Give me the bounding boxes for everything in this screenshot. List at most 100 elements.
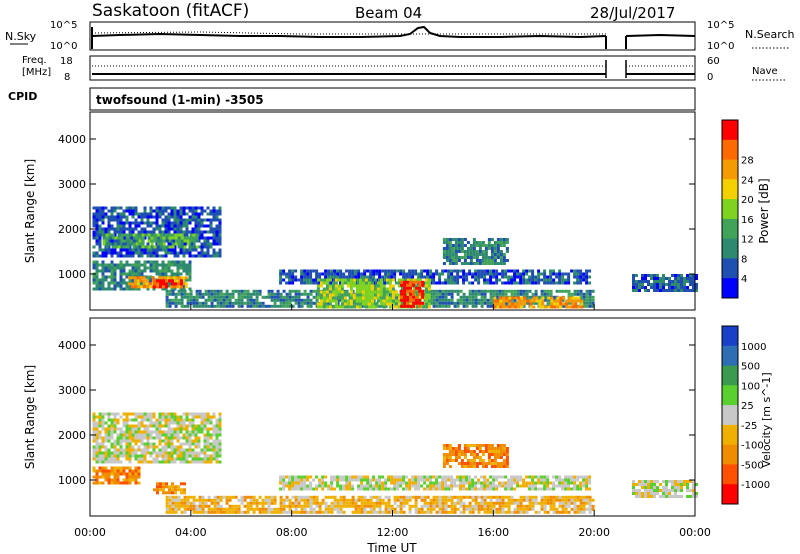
heatmap-cell: [567, 278, 571, 282]
heatmap-cell: [635, 283, 638, 286]
heatmap-cell: [141, 233, 145, 237]
heatmap-cell: [140, 254, 144, 258]
heatmap-cell: [125, 448, 129, 452]
heatmap-cell: [131, 272, 135, 276]
heatmap-cell: [677, 274, 680, 277]
heatmap-cell: [460, 247, 464, 250]
heatmap-cell: [146, 418, 150, 422]
heatmap-cell: [215, 448, 219, 452]
heatmap-cell: [487, 241, 491, 244]
heatmap-cell: [173, 272, 177, 276]
heatmap-cell: [153, 488, 156, 492]
heatmap-cell: [162, 239, 166, 243]
heatmap-cell: [116, 224, 120, 228]
heatmap-cell: [447, 484, 451, 488]
heatmap-cell: [531, 269, 535, 273]
heatmap-cell: [218, 445, 222, 449]
heatmap-cell: [348, 504, 352, 508]
heatmap-cell: [493, 456, 497, 459]
heatmap-cell: [209, 418, 213, 422]
heatmap-cell: [167, 242, 171, 246]
heatmap-cell: [108, 242, 112, 246]
heatmap-cell: [337, 305, 341, 309]
heatmap-cell: [478, 444, 482, 447]
heatmap-cell: [588, 498, 592, 502]
heatmap-cell: [122, 472, 126, 476]
heatmap-cell: [237, 304, 241, 308]
heatmap-cell: [493, 465, 497, 468]
heatmap-cell: [203, 418, 207, 422]
heatmap-cell: [351, 289, 355, 293]
heatmap-cell: [288, 301, 292, 305]
heatmap-cell: [252, 298, 256, 302]
heatmap-cell: [303, 269, 307, 273]
heatmap-cell: [668, 280, 671, 283]
heatmap-cell: [435, 289, 439, 293]
heatmap-cell: [209, 457, 213, 461]
heatmap-cell: [573, 275, 577, 279]
heatmap-cell: [125, 472, 129, 476]
heatmap-cell: [158, 206, 162, 210]
heatmap-cell: [445, 253, 449, 256]
heatmap-cell: [370, 296, 374, 300]
heatmap-cell: [225, 292, 229, 296]
heatmap-cell: [197, 236, 201, 240]
heatmap-cell: [692, 277, 695, 280]
heatmap-cell: [534, 292, 538, 296]
heatmap-cell: [98, 212, 102, 216]
heatmap-cell: [549, 487, 553, 491]
heatmap-cell: [502, 262, 506, 265]
heatmap-cell: [680, 286, 683, 289]
heatmap-cell: [162, 485, 165, 489]
heatmap-cell: [98, 209, 102, 213]
heatmap-cell: [312, 278, 316, 282]
heatmap-cell: [168, 279, 171, 283]
heatmap-cell: [122, 433, 126, 437]
heatmap-cell: [514, 296, 518, 300]
heatmap-cell: [692, 274, 695, 277]
heatmap-cell: [417, 510, 421, 514]
heatmap-cell: [294, 292, 298, 296]
heatmap-cell: [186, 239, 190, 243]
heatmap-cell: [173, 254, 177, 258]
heatmap-cell: [143, 433, 147, 437]
heatmap-cell: [474, 481, 478, 485]
heatmap-cell: [463, 244, 467, 247]
heatmap-cell: [195, 498, 199, 502]
heatmap-cell: [478, 262, 482, 265]
heatmap-cell: [495, 475, 499, 479]
heatmap-cell: [249, 507, 253, 511]
heatmap-cell: [355, 287, 359, 291]
heatmap-cell: [444, 295, 448, 299]
heatmap-cell: [641, 277, 644, 280]
heatmap-cell: [504, 487, 508, 491]
heatmap-cell: [203, 436, 207, 440]
heatmap-cell: [367, 299, 371, 303]
heatmap-cell: [330, 487, 334, 491]
heatmap-cell: [162, 491, 165, 495]
heatmap-cell: [195, 507, 199, 511]
heatmap-cell: [444, 478, 448, 482]
heatmap-cell: [182, 433, 186, 437]
heatmap-cell: [98, 418, 102, 422]
heatmap-cell: [363, 475, 367, 479]
heatmap-cell: [191, 412, 195, 416]
heatmap-cell: [218, 451, 222, 455]
heatmap-cell: [294, 510, 298, 514]
heatmap-cell: [406, 298, 410, 302]
heatmap-cell: [462, 478, 466, 482]
heatmap-cell: [113, 412, 117, 416]
heatmap-cell: [522, 289, 526, 293]
heatmap-cell: [185, 457, 189, 461]
heatmap-cell: [570, 292, 574, 296]
heatmap-cell: [459, 269, 463, 273]
heatmap-cell: [197, 230, 201, 234]
heatmap-cell: [212, 239, 216, 243]
heatmap-cell: [234, 298, 238, 302]
heatmap-cell: [158, 263, 162, 267]
heatmap-cell: [114, 245, 118, 249]
heatmap-cell: [502, 453, 506, 456]
heatmap-cell: [258, 507, 262, 511]
heatmap-cell: [125, 418, 129, 422]
